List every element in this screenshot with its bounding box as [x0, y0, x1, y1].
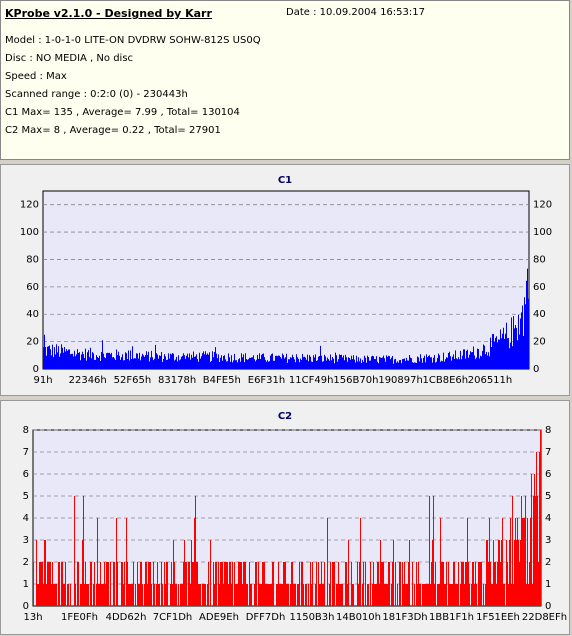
bars [43, 268, 529, 369]
x-tick-label: 11CF49h [289, 375, 334, 386]
bar-series [33, 430, 541, 606]
y-tick-label-right: 6 [545, 469, 551, 480]
x-tick-label: 1BB1F1h [429, 612, 474, 623]
y-tick-label: 4 [23, 513, 29, 524]
x-tick-label: 1FE0Fh [61, 612, 98, 623]
app-title: KProbe v2.1.0 - Designed by Karr [5, 7, 212, 20]
y-tick-label-right: 0 [545, 601, 551, 612]
x-tick-label: ADE9Eh [199, 612, 239, 623]
y-tick-label-right: 0 [533, 364, 539, 375]
c2-summary-line: C2 Max= 8 , Average= 0.22 , Total= 27901 [5, 125, 221, 136]
c2-chart-title: C2 [277, 411, 293, 422]
x-tick-label: 22D8EFh [522, 612, 567, 623]
y-tick-label: 5 [23, 491, 29, 502]
y-tick-label: 80 [26, 254, 39, 265]
y-tick-label: 6 [23, 469, 29, 480]
y-tick-label-right: 20 [533, 337, 546, 348]
c1-chart-title: C1 [277, 175, 293, 186]
y-tick-label: 20 [26, 337, 39, 348]
c2-chart: 0 0 1 1 2 2 3 3 4 4 5 5 6 6 7 7 8 8 13h 1FE0Fh 4DD62h 7CF1Dh A… [23, 425, 567, 623]
y-tick-label: 120 [20, 200, 39, 211]
scan-date: Date : 10.09.2004 16:53:17 [286, 7, 425, 18]
c1-summary-line: C1 Max= 135 , Average= 7.99 , Total= 130… [5, 107, 240, 118]
x-tick-label: 52F65h [114, 375, 152, 386]
y-tick-label-right: 4 [545, 513, 551, 524]
y-tick-label-right: 120 [533, 200, 552, 211]
info-panel: KProbe v2.1.0 - Designed by Karr Date : … [0, 0, 570, 160]
x-tick-label: 7CF1Dh [153, 612, 193, 623]
x-tick-label: 181F3Dh [382, 612, 427, 623]
y-tick-label-right: 3 [545, 535, 551, 546]
y-tick-label: 1 [23, 579, 29, 590]
bars [33, 430, 541, 606]
y-tick-label: 0 [23, 601, 29, 612]
plot-area [42, 190, 530, 370]
y-tick-label: 8 [23, 425, 29, 436]
x-tick-label: 206511h [468, 375, 513, 386]
x-tick-label: 91h [33, 375, 52, 386]
disc-line: Disc : NO MEDIA , No disc [5, 53, 134, 64]
x-tick-label: 4DD62h [106, 612, 147, 623]
y-tick-label-right: 8 [545, 425, 551, 436]
bar-series [43, 268, 529, 369]
y-tick-label: 100 [20, 227, 39, 238]
x-tick-label: 1CB8E6h [423, 375, 469, 386]
x-tick-label: 156B70h [333, 375, 378, 386]
x-tick-label: 1F51EEh [476, 612, 520, 623]
y-tick-label: 7 [23, 447, 29, 458]
y-tick-label-right: 1 [545, 579, 551, 590]
y-tick-label: 3 [23, 535, 29, 546]
x-tick-label: 83178h [158, 375, 196, 386]
y-tick-label-right: 40 [533, 309, 546, 320]
x-tick-label: 190897h [378, 375, 423, 386]
x-tick-label: E6F31h [248, 375, 286, 386]
y-tick-label-right: 5 [545, 491, 551, 502]
y-tick-label: 0 [33, 364, 39, 375]
x-tick-label: B4FE5h [203, 375, 241, 386]
x-tick-label: 14B010h [336, 612, 381, 623]
y-tick-label-right: 100 [533, 227, 552, 238]
y-tick-label-right: 2 [545, 557, 551, 568]
range-line: Scanned range : 0:2:0 (0) - 230443h [5, 89, 188, 100]
y-tick-label: 60 [26, 282, 39, 293]
y-tick-label-right: 7 [545, 447, 551, 458]
y-tick-label: 2 [23, 557, 29, 568]
x-tick-label: 1150B3h [289, 612, 334, 623]
y-tick-label-right: 80 [533, 254, 546, 265]
y-tick-label-right: 60 [533, 282, 546, 293]
c1-chart: 0 0 20 20 40 40 60 60 80 80 100 100 120 120 91h 22346h 5… [20, 190, 552, 386]
x-tick-label: 13h [23, 612, 42, 623]
c2-chart-panel: C2 0 0 1 1 2 2 3 3 4 4 5 5 6 6 7 7 8 8 13h 1FE0Fh 4DD62h 7CF1… [0, 400, 570, 635]
c1-chart-panel: C1 0 0 20 20 40 40 60 60 80 80 100 100 120 120 91h 2234… [0, 164, 570, 396]
x-tick-label: DFF7Dh [246, 612, 286, 623]
speed-line: Speed : Max [5, 71, 67, 82]
y-tick-label: 40 [26, 309, 39, 320]
model-line: Model : 1-0-1-0 LITE-ON DVDRW SOHW-812S … [5, 35, 261, 46]
x-tick-label: 22346h [69, 375, 107, 386]
